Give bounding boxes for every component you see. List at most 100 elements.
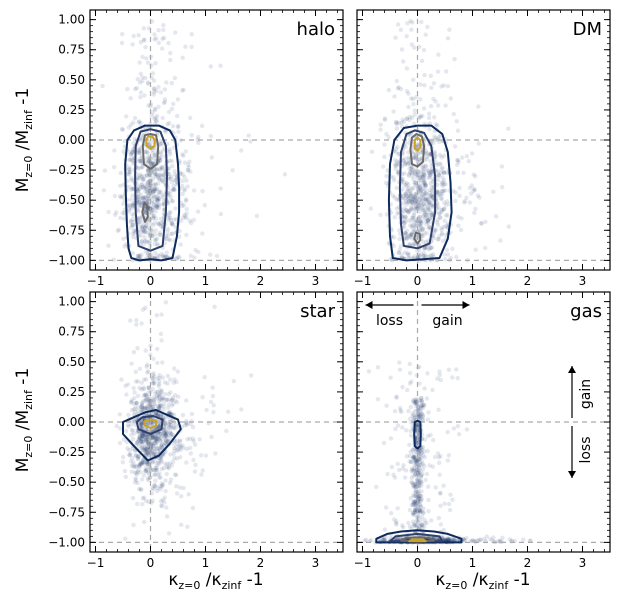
scatter-point — [414, 478, 420, 483]
scatter-point — [404, 193, 410, 199]
scatter-point — [172, 169, 177, 174]
scatter-point — [143, 468, 149, 474]
scatter-point — [129, 469, 134, 474]
scatter-point — [167, 214, 172, 220]
scatter-point — [159, 442, 165, 447]
scatter-point — [153, 209, 158, 214]
scatter-point — [474, 538, 479, 543]
scatter-point — [135, 188, 140, 194]
scatter-point — [423, 183, 428, 188]
scatter-point — [122, 211, 127, 216]
scatter-point — [412, 199, 418, 204]
scatter-point — [418, 206, 424, 211]
scatter-point — [141, 177, 146, 182]
scatter-point — [159, 178, 165, 183]
scatter-point — [437, 211, 442, 216]
scatter-point — [151, 441, 156, 446]
scatter-points — [114, 300, 254, 541]
scatter-point — [445, 535, 450, 540]
scatter-point — [427, 173, 433, 178]
scatter-point — [382, 116, 388, 121]
scatter-point — [421, 201, 426, 206]
scatter-point — [146, 440, 151, 446]
scatter-point — [409, 186, 415, 192]
scatter-point — [417, 466, 422, 471]
scatter-point — [155, 196, 161, 201]
scatter-point — [167, 421, 172, 427]
scatter-point — [224, 428, 229, 434]
scatter-point — [130, 222, 135, 228]
scatter-point — [144, 56, 149, 61]
scatter-point — [461, 170, 466, 175]
scatter-point — [200, 468, 205, 473]
scatter-point — [152, 220, 157, 225]
x-loss-arrowhead — [365, 301, 373, 309]
panel-label: gas — [570, 301, 602, 322]
scatter-point — [121, 236, 126, 241]
scatter-point — [456, 223, 461, 228]
scatter-point — [160, 36, 165, 41]
scatter-point — [429, 85, 434, 91]
scatter-point — [410, 229, 416, 235]
scatter-point — [424, 520, 429, 525]
scatter-point — [404, 66, 410, 71]
scatter-point — [422, 521, 427, 526]
scatter-point — [159, 444, 164, 450]
scatter-point — [196, 140, 201, 145]
scatter-point — [141, 435, 146, 440]
scatter-point — [424, 471, 430, 477]
scatter-point — [134, 400, 139, 405]
scatter-point — [433, 154, 438, 159]
scatter-point — [428, 170, 434, 175]
scatter-point — [415, 423, 420, 428]
scatter-point — [165, 440, 170, 445]
scatter-point — [282, 172, 288, 177]
scatter-point — [435, 451, 441, 456]
scatter-point — [136, 454, 142, 459]
scatter-point — [143, 149, 148, 155]
scatter-point — [436, 173, 442, 178]
scatter-point — [420, 514, 425, 520]
scatter-point — [148, 474, 153, 480]
scatter-point — [171, 183, 176, 189]
scatter-point — [191, 188, 197, 193]
scatter-point — [178, 447, 183, 453]
scatter-point — [407, 361, 412, 367]
scatter-point — [426, 111, 432, 116]
scatter-point — [140, 307, 146, 312]
scatter-point — [141, 448, 146, 453]
scatter-point — [170, 459, 176, 464]
scatter-point — [239, 407, 244, 412]
scatter-point — [154, 168, 159, 173]
scatter-point — [412, 242, 417, 247]
scatter-point — [147, 233, 152, 238]
scatter-point — [167, 149, 173, 154]
scatter-point — [160, 360, 165, 365]
scatter-point — [151, 395, 156, 400]
scatter-point — [168, 409, 173, 415]
scatter-point — [143, 452, 149, 457]
scatter-point — [403, 161, 408, 166]
scatter-point — [428, 210, 433, 215]
scatter-point — [403, 207, 409, 213]
scatter-point — [154, 198, 160, 203]
scatter-point — [416, 494, 421, 499]
scatter-point — [161, 23, 166, 28]
scatter-point — [405, 21, 410, 26]
scatter-point — [436, 515, 442, 521]
scatter-point — [395, 86, 401, 91]
scatter-point — [171, 424, 177, 430]
scatter-point — [171, 101, 176, 107]
scatter-point — [409, 198, 414, 204]
scatter-point — [409, 171, 415, 176]
scatter-point — [439, 196, 444, 201]
scatter-point — [395, 211, 400, 216]
x-tick-label: 1 — [469, 556, 477, 570]
scatter-point — [382, 537, 387, 543]
scatter-point — [406, 91, 411, 96]
panel-label: DM — [573, 19, 602, 40]
scatter-point — [163, 422, 169, 428]
scatter-point — [473, 206, 478, 212]
scatter-point — [431, 235, 437, 241]
scatter-point — [436, 407, 441, 412]
